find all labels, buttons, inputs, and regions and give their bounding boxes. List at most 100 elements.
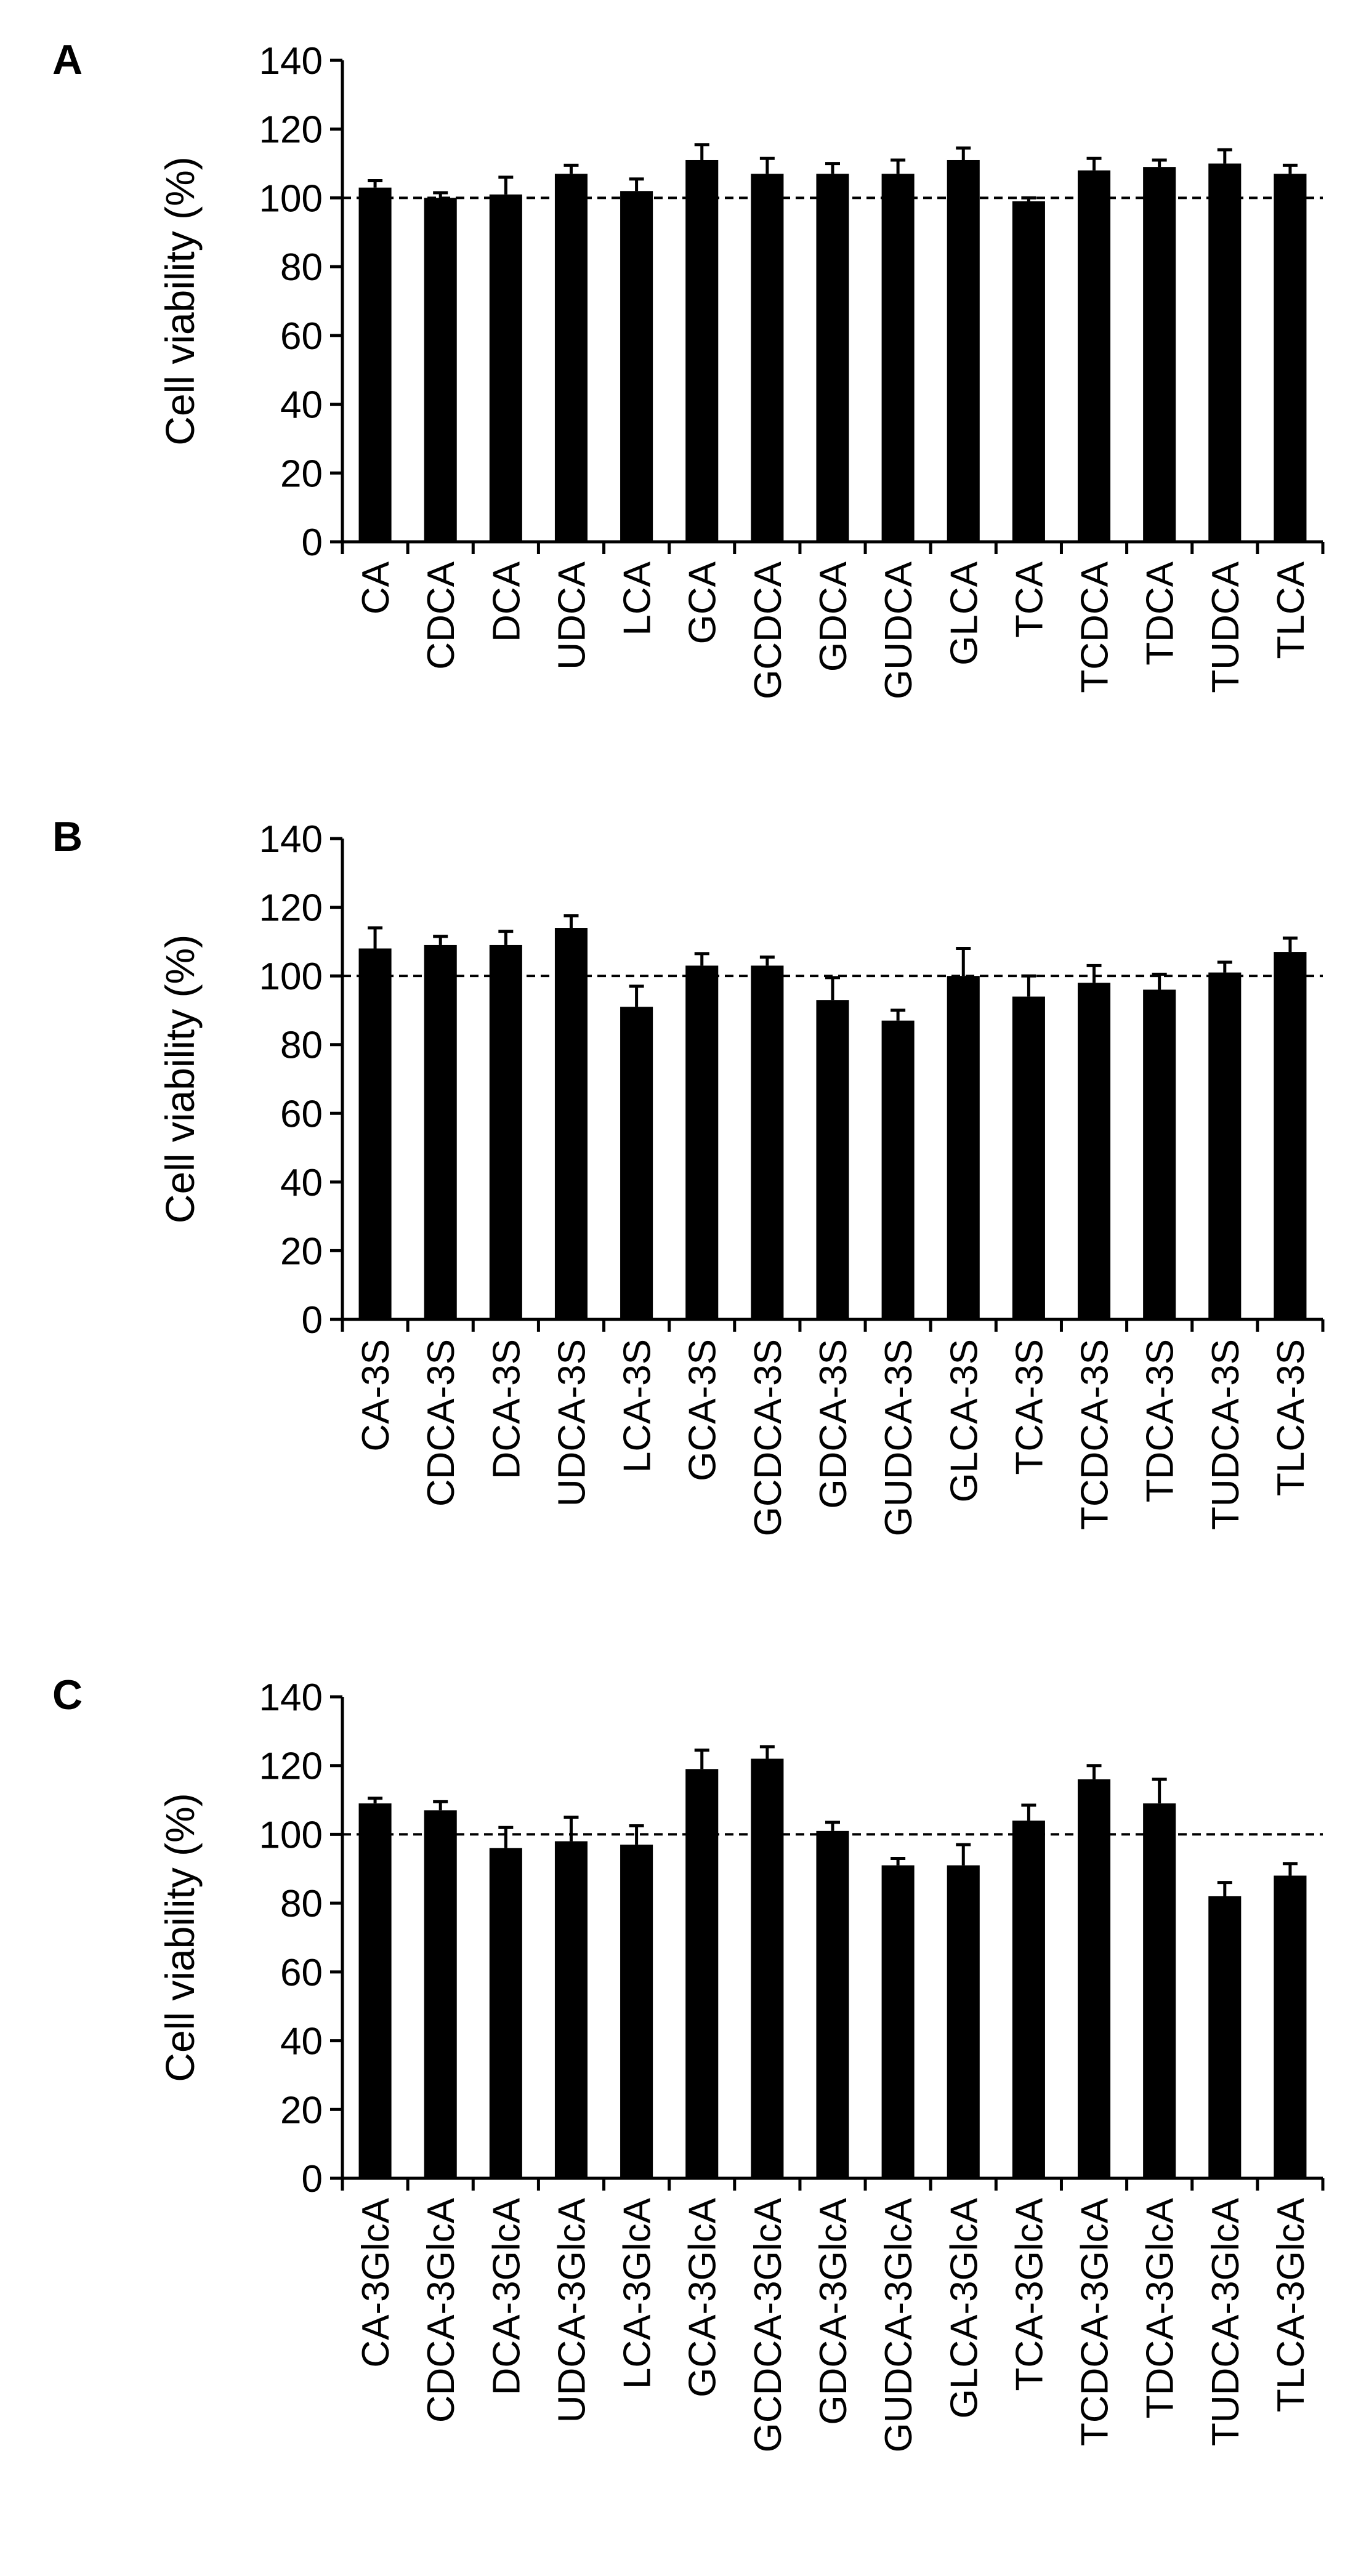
- bar: [424, 1810, 457, 2178]
- y-tick-label: 120: [259, 1745, 323, 1788]
- y-tick-label: 80: [280, 246, 323, 289]
- bar: [685, 1769, 719, 2178]
- x-tick-label: TCDCA-3S: [1074, 1339, 1117, 1530]
- bar: [751, 1758, 784, 2178]
- bar: [1208, 163, 1242, 542]
- y-tick-label: 140: [259, 1676, 323, 1719]
- bar: [489, 1848, 522, 2178]
- panel-label: B: [52, 813, 83, 860]
- bar: [1078, 983, 1111, 1319]
- x-tick-label: GDCA: [812, 561, 855, 672]
- bar: [1012, 1821, 1045, 2178]
- bar: [1078, 170, 1111, 542]
- bar: [489, 944, 522, 1319]
- x-tick-label: TDCA-3GlcA: [1139, 2197, 1182, 2418]
- bar: [358, 948, 392, 1319]
- y-tick-label: 80: [280, 1024, 323, 1067]
- y-axis-title: Cell viability (%): [157, 1793, 203, 2082]
- x-tick-label: DCA-3GlcA: [485, 2197, 528, 2395]
- y-tick-label: 40: [280, 2021, 323, 2063]
- bar: [1274, 1875, 1307, 2178]
- y-tick-label: 0: [302, 1299, 323, 1342]
- x-tick-label: DCA: [485, 561, 528, 642]
- y-tick-label: 20: [280, 2089, 323, 2131]
- bar: [358, 187, 392, 542]
- y-tick-label: 60: [280, 1093, 323, 1135]
- panel-label: A: [52, 36, 83, 83]
- panel-a: A 0 20 40 60 80 100 120 140 CA CDCA DCA UDCA LCA GCA G…: [52, 36, 1325, 699]
- x-tick-label: GUDCA: [878, 561, 920, 699]
- x-tick-label: GDCA-3GlcA: [812, 2197, 855, 2425]
- bar: [424, 198, 457, 542]
- y-tick-label: 120: [259, 109, 323, 151]
- y-tick-label: 120: [259, 887, 323, 930]
- y-tick-label: 40: [280, 384, 323, 427]
- bar: [881, 174, 915, 542]
- y-tick-label: 0: [302, 521, 323, 564]
- x-tick-label: LCA-3GlcA: [616, 2197, 659, 2389]
- bar: [1208, 972, 1242, 1319]
- x-tick-label: GCDCA-3GlcA: [747, 2197, 790, 2452]
- x-tick-label: CA: [355, 561, 397, 614]
- bar: [685, 965, 719, 1319]
- x-tick-label: TUDCA: [1205, 561, 1247, 693]
- y-tick-label: 140: [259, 818, 323, 861]
- x-tick-label: TLCA-3GlcA: [1270, 2197, 1312, 2412]
- y-tick-label: 140: [259, 40, 323, 83]
- bar: [816, 1830, 849, 2178]
- x-tick-label: GLCA-3S: [943, 1339, 985, 1502]
- x-tick-label: UDCA-3GlcA: [551, 2197, 593, 2423]
- y-tick-label: 40: [280, 1162, 323, 1204]
- y-tick-label: 80: [280, 1883, 323, 1925]
- x-tick-label: TCDCA: [1074, 561, 1117, 693]
- panel-b: B 0 20 40 60 80 100 120 140 CA-3S CDCA-3S DCA-3S UD…: [52, 813, 1325, 1536]
- y-tick-label: 20: [280, 453, 323, 495]
- y-tick-label: 100: [259, 956, 323, 998]
- bar: [620, 1845, 653, 2178]
- y-tick-label: 100: [259, 177, 323, 220]
- x-tick-label: TLCA-3S: [1270, 1339, 1312, 1496]
- x-tick-label: TDCA-3S: [1139, 1339, 1182, 1502]
- x-tick-label: TUDCA-3GlcA: [1205, 2197, 1247, 2446]
- bar: [1143, 989, 1176, 1319]
- x-tick-label: LCA-3S: [616, 1339, 659, 1473]
- bar: [751, 174, 784, 542]
- bar: [947, 1865, 980, 2178]
- y-tick-label: 60: [280, 1952, 323, 1994]
- bar: [881, 1865, 915, 2178]
- x-tick-label: TCA: [1008, 561, 1051, 638]
- x-tick-label: GCA-3S: [682, 1339, 724, 1481]
- bar: [816, 1000, 849, 1319]
- x-tick-label: TDCA: [1139, 561, 1182, 665]
- x-tick-label: CDCA-3S: [420, 1339, 462, 1507]
- x-tick-label: TCA-3S: [1008, 1339, 1051, 1475]
- panel-c: C 0 20 40 60 80 100 120 140 CA-3GlcA CDCA-3GlcA DC…: [52, 1672, 1325, 2452]
- bar: [1078, 1779, 1111, 2178]
- x-tick-label: UDCA: [551, 561, 593, 669]
- x-tick-label: UDCA-3S: [551, 1339, 593, 1507]
- bar: [947, 976, 980, 1319]
- bar: [947, 159, 980, 542]
- x-tick-label: TLCA: [1270, 561, 1312, 659]
- bar: [554, 174, 588, 542]
- x-tick-label: GUDCA-3S: [878, 1339, 920, 1536]
- bar: [358, 1803, 392, 2178]
- bar: [1274, 174, 1307, 542]
- y-tick-label: 60: [280, 315, 323, 358]
- bar: [1143, 167, 1176, 542]
- bar: [881, 1020, 915, 1319]
- panel-label: C: [52, 1672, 83, 1718]
- x-tick-label: LCA: [616, 561, 659, 635]
- y-axis-title: Cell viability (%): [157, 935, 203, 1223]
- y-axis-title: Cell viability (%): [157, 156, 203, 445]
- x-tick-label: TCA-3GlcA: [1008, 2197, 1051, 2391]
- bar: [424, 944, 457, 1319]
- bar: [489, 194, 522, 542]
- bar: [554, 928, 588, 1319]
- x-tick-label: GUDCA-3GlcA: [878, 2197, 920, 2452]
- bar: [1143, 1803, 1176, 2178]
- bar: [751, 965, 784, 1319]
- bar: [1274, 952, 1307, 1319]
- bar: [685, 159, 719, 542]
- x-tick-label: GCA: [682, 561, 724, 644]
